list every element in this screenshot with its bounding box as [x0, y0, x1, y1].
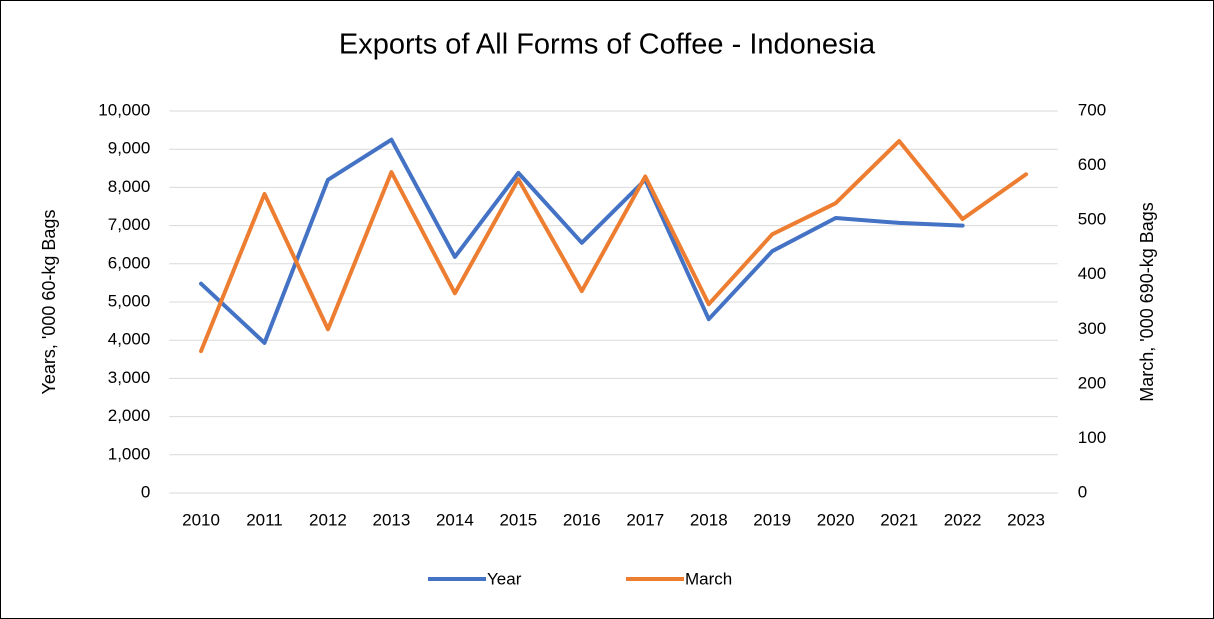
y2-tick-label: 700 [1078, 100, 1106, 119]
x-tick-label: 2023 [1007, 510, 1045, 529]
chart-title: Exports of All Forms of Coffee - Indones… [339, 29, 876, 61]
y-tick-label: 7,000 [108, 215, 151, 234]
x-tick-label: 2010 [182, 510, 220, 529]
x-tick-label: 2019 [753, 510, 791, 529]
x-tick-label: 2016 [563, 510, 601, 529]
legend-label: Year [487, 569, 522, 588]
legend-label: March [685, 569, 732, 588]
x-tick-label: 2013 [373, 510, 411, 529]
x-tick-label: 2012 [309, 510, 347, 529]
y-tick-label: 1,000 [108, 444, 151, 463]
y-tick-label: 3,000 [108, 368, 151, 387]
y2-tick-label: 300 [1078, 319, 1106, 338]
y-tick-label: 9,000 [108, 139, 151, 158]
y2-tick-label: 100 [1078, 428, 1106, 447]
y2-tick-label: 200 [1078, 373, 1106, 392]
x-tick-label: 2011 [246, 510, 283, 529]
y-tick-label: 2,000 [108, 406, 151, 425]
y2-tick-label: 0 [1078, 482, 1087, 501]
x-tick-label: 2020 [817, 510, 855, 529]
series-line [199, 137, 965, 345]
y-tick-label: 6,000 [108, 253, 151, 272]
x-tick-label: 2018 [690, 510, 728, 529]
x-tick-label: 2021 [880, 510, 918, 529]
y2-tick-label: 500 [1078, 210, 1106, 229]
y-axis-title: Years, '000 60-kg Bags [39, 210, 59, 395]
y-tick-label: 5,000 [108, 291, 151, 310]
y-tick-label: 10,000 [98, 100, 150, 119]
y-tick-label: 0 [141, 482, 150, 501]
x-tick-label: 2015 [499, 510, 537, 529]
y2-axis-title: March, '000 690-kg Bags [1137, 202, 1157, 402]
y2-tick-label: 400 [1078, 264, 1106, 283]
x-tick-label: 2017 [626, 510, 664, 529]
series-line [199, 139, 1029, 354]
x-tick-label: 2022 [944, 510, 982, 529]
y-tick-label: 4,000 [108, 330, 151, 349]
x-tick-label: 2014 [436, 510, 474, 529]
y2-tick-label: 600 [1078, 155, 1106, 174]
y-tick-label: 8,000 [108, 177, 151, 196]
